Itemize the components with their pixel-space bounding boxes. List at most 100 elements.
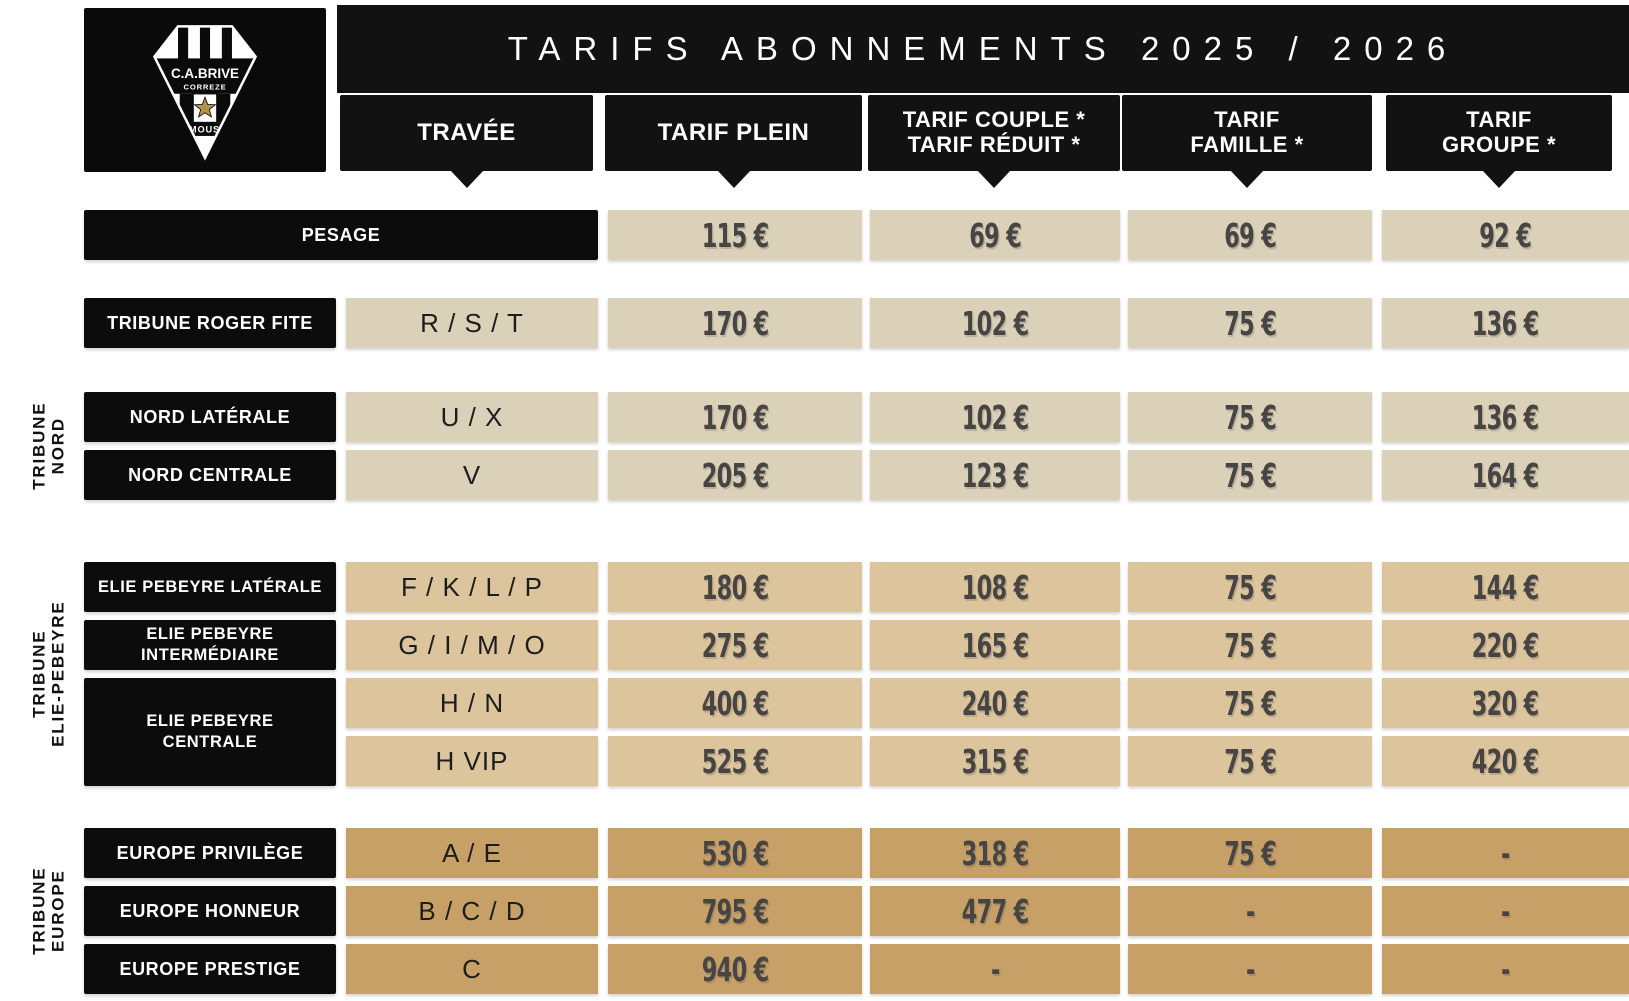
price-cell: 400 € [608, 678, 862, 728]
price-cell: 69 € [870, 210, 1120, 260]
column-header-tarif-plein: TARIF PLEIN [605, 95, 862, 188]
column-header-label: TARIF RÉDUIT * [907, 132, 1081, 157]
column-header-label: TRAVÉE [417, 118, 516, 146]
price-cell: 108 € [870, 562, 1120, 612]
group-label-line: TRIBUNE [29, 629, 49, 719]
price-value: 318 € [961, 833, 1030, 873]
column-header-label: TARIF [1466, 107, 1532, 133]
price-cell: 75 € [1128, 828, 1372, 878]
price-cell: 92 € [1382, 210, 1629, 260]
price-cell: - [1128, 886, 1372, 936]
price-cell: 275 € [608, 620, 862, 670]
row-label-pesage: PESAGE [84, 210, 598, 260]
travee-cell: U / X [346, 392, 598, 442]
travee-value: A / E [442, 837, 502, 868]
price-cell: 477 € [870, 886, 1120, 936]
row-label-europe-privilege: EUROPE PRIVILÈGE [84, 828, 336, 878]
price-value: - [1501, 949, 1510, 989]
price-value: 102 € [961, 397, 1030, 437]
price-cell: 75 € [1128, 736, 1372, 786]
price-cell: - [1128, 944, 1372, 994]
page-title: TARIFS ABONNEMENTS 2025 / 2026 [337, 5, 1629, 93]
group-label-text: TRIBUNE EUROPE [29, 866, 67, 956]
price-value: 75 € [1224, 397, 1277, 437]
price-value: 136 € [1472, 303, 1540, 343]
price-cell: 75 € [1128, 678, 1372, 728]
price-cell: 102 € [870, 298, 1120, 348]
price-cell: 75 € [1128, 620, 1372, 670]
travee-value: B / C / D [418, 895, 526, 926]
column-header-label: TARIF PLEIN [657, 118, 810, 146]
travee-value: C [462, 953, 482, 984]
group-label-text: TRIBUNE NORD [29, 402, 67, 490]
price-value: 75 € [1224, 625, 1277, 665]
price-value: - [1501, 833, 1510, 873]
price-value: 144 € [1472, 567, 1540, 607]
svg-text:LIMOUSIN: LIMOUSIN [179, 125, 231, 135]
travee-value: U / X [440, 401, 504, 432]
row-label-europe-prestige: EUROPE PRESTIGE [84, 944, 336, 994]
price-value: 164 € [1472, 455, 1540, 495]
price-cell: 75 € [1128, 298, 1372, 348]
price-value: 530 € [701, 833, 770, 873]
row-label-text: NORD LATÉRALE [129, 406, 291, 427]
price-cell: 205 € [608, 450, 862, 500]
price-cell: 525 € [608, 736, 862, 786]
price-value: 795 € [701, 891, 770, 931]
club-crest-icon: C.A.BRIVE CORREZE LIMOUSIN [152, 25, 258, 161]
svg-text:CORREZE: CORREZE [184, 83, 227, 92]
price-cell: - [1382, 944, 1629, 994]
group-label-line: TRIBUNE [29, 866, 49, 956]
page-title-text: TARIFS ABONNEMENTS 2025 / 2026 [507, 30, 1459, 67]
price-value: 170 € [701, 303, 770, 343]
row-label-text: ELIE PEBEYRE [146, 625, 274, 644]
travee-value: H VIP [435, 745, 509, 776]
price-value: 115 € [701, 215, 770, 255]
price-cell: 220 € [1382, 620, 1629, 670]
price-value: 420 € [1472, 741, 1540, 781]
price-value: 320 € [1472, 683, 1540, 723]
price-cell: 123 € [870, 450, 1120, 500]
price-cell: 318 € [870, 828, 1120, 878]
price-cell: 75 € [1128, 450, 1372, 500]
row-label-text: ELIE PEBEYRE LATÉRALE [97, 577, 323, 596]
travee-cell: R / S / T [346, 298, 598, 348]
price-value: 170 € [701, 397, 770, 437]
row-label-text: INTERMÉDIAIRE [141, 646, 279, 664]
price-value: 92 € [1479, 215, 1533, 255]
price-cell: - [1382, 828, 1629, 878]
price-value: 102 € [961, 303, 1030, 343]
row-label-tribune-roger-fite: TRIBUNE ROGER FITE [84, 298, 336, 348]
travee-value: F / K / L / P [400, 571, 544, 602]
price-value: - [1245, 891, 1255, 931]
price-value: - [1245, 949, 1255, 989]
row-label-text: NORD CENTRALE [128, 464, 292, 485]
group-label-tribune-europe: TRIBUNE EUROPE [18, 828, 80, 994]
column-header-tarif-couple-reduit: TARIF COUPLE * TARIF RÉDUIT * [868, 95, 1120, 188]
price-value: 69 € [1224, 215, 1277, 255]
price-cell: 170 € [608, 298, 862, 348]
price-value: 69 € [969, 215, 1022, 255]
price-value: 75 € [1224, 833, 1277, 873]
price-cell: 69 € [1128, 210, 1372, 260]
travee-value: R / S / T [420, 307, 524, 338]
price-value: 477 € [961, 891, 1030, 931]
price-cell: 75 € [1128, 562, 1372, 612]
price-value: 75 € [1224, 303, 1277, 343]
group-label-tribune-elie-pebeyre: TRIBUNE ELIE-PEBEYRE [18, 562, 80, 786]
column-header-label: TARIF COUPLE * [902, 107, 1086, 133]
price-value: 180 € [701, 567, 770, 607]
price-cell: 940 € [608, 944, 862, 994]
travee-value: G / I / M / O [398, 629, 546, 660]
price-cell: 180 € [608, 562, 862, 612]
travee-cell: H VIP [346, 736, 598, 786]
price-cell: 420 € [1382, 736, 1629, 786]
price-value: 123 € [961, 455, 1030, 495]
price-value: 940 € [701, 949, 770, 989]
travee-cell: C [346, 944, 598, 994]
price-cell: - [1382, 886, 1629, 936]
price-value: 315 € [961, 741, 1030, 781]
travee-cell: F / K / L / P [346, 562, 598, 612]
row-label-text: TRIBUNE ROGER FITE [107, 312, 313, 333]
price-cell: 165 € [870, 620, 1120, 670]
